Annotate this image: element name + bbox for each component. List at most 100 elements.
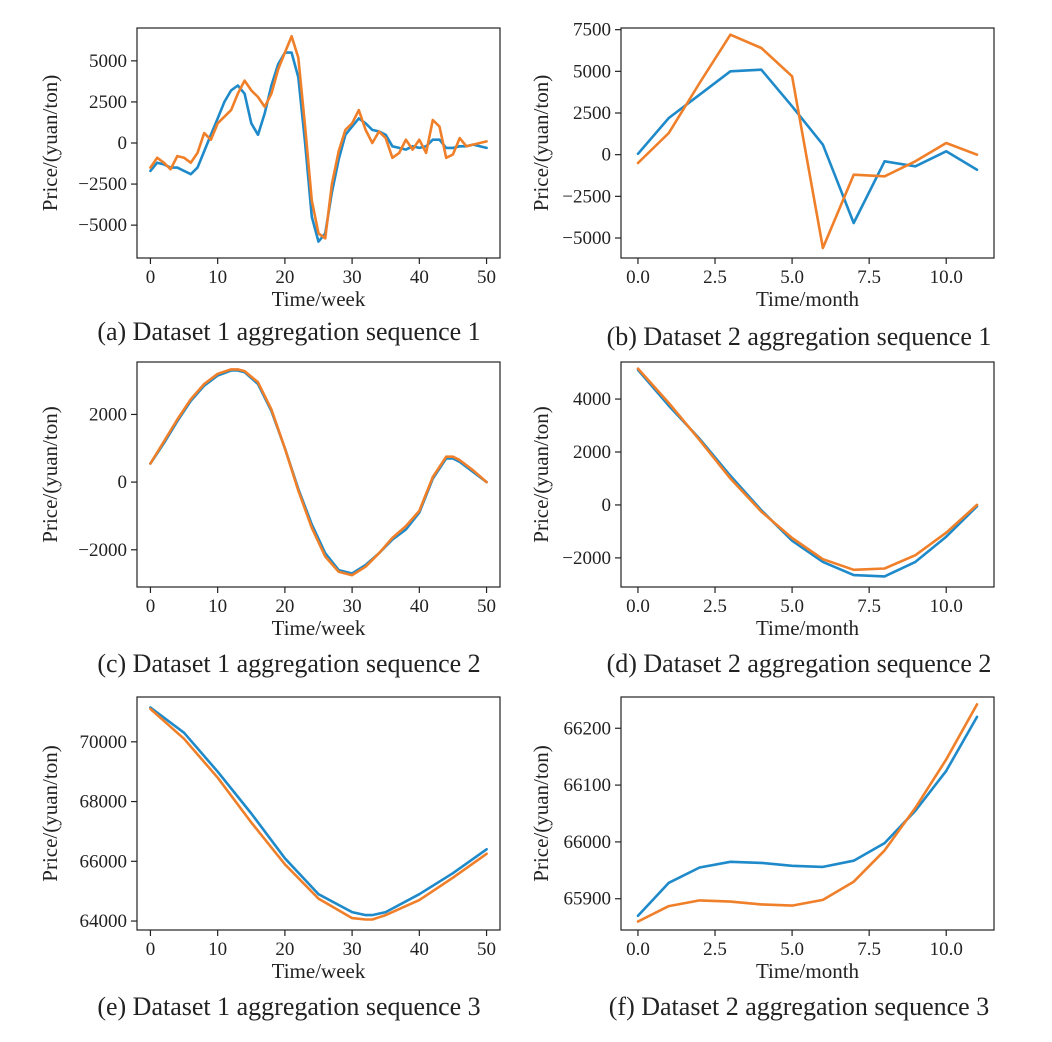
- panel-caption: (b) Dataset 2 aggregation sequence 1: [607, 322, 992, 351]
- x-tick-label: 0.0: [626, 596, 650, 617]
- y-tick-label: 66000: [80, 851, 128, 872]
- y-tick-label: −2500: [78, 174, 127, 195]
- y-tick-label: 2000: [573, 442, 611, 463]
- y-tick-label: 5000: [573, 61, 611, 82]
- series-line-blue: [636, 715, 979, 918]
- x-tick-label: 2.5: [703, 596, 727, 617]
- x-axis-label: Time/week: [272, 959, 366, 983]
- x-tick-label: 7.5: [857, 596, 881, 617]
- x-tick-label: 30: [343, 267, 362, 288]
- x-tick-label: 40: [410, 939, 429, 960]
- y-tick-label: −5000: [562, 228, 611, 249]
- x-tick-label: 0: [146, 596, 156, 617]
- plot-frame: [136, 696, 501, 931]
- x-axis-label: Time/month: [756, 959, 860, 983]
- series-line-orange: [636, 367, 979, 572]
- x-tick-label: 7.5: [857, 267, 881, 288]
- chart-panel-c: 0 10 20 30 40 50 −2000 0 2000 Time/week Price/(yua…: [38, 361, 501, 678]
- x-tick-label: 0.0: [626, 267, 650, 288]
- x-tick-label: 10: [208, 596, 227, 617]
- series-line-orange: [149, 34, 488, 240]
- y-tick-label: 70000: [80, 732, 128, 753]
- y-tick-label: −2000: [78, 540, 127, 561]
- x-tick-label: 0: [146, 939, 156, 960]
- y-tick-label: 4000: [573, 389, 611, 410]
- x-axis-label: Time/week: [272, 287, 366, 311]
- y-axis-label: Price/(yuan/ton): [38, 745, 62, 881]
- y-tick-label: −5000: [78, 215, 127, 236]
- x-tick-label: 50: [477, 267, 496, 288]
- series-line-blue: [149, 706, 488, 917]
- chart-panel-a: 0 10 20 30 40 50 −5000 −2500 0 2500 5000 Time/week P…: [38, 27, 501, 346]
- panel-caption: (f) Dataset 2 aggregation sequence 3: [609, 992, 989, 1021]
- x-tick-label: 10: [208, 939, 227, 960]
- x-tick-label: 40: [410, 596, 429, 617]
- y-tick-label: 0: [602, 145, 612, 166]
- y-tick-label: 2000: [89, 404, 127, 425]
- y-tick-label: −2000: [562, 548, 611, 569]
- panel-caption: (e) Dataset 1 aggregation sequence 3: [97, 992, 480, 1021]
- x-tick-label: 20: [275, 939, 294, 960]
- x-tick-label: 5.0: [780, 267, 804, 288]
- y-tick-label: 0: [602, 495, 612, 516]
- plot-frame: [136, 27, 501, 259]
- chart-panel-b: 0.0 2.5 5.0 7.5 10.0 −5000 −2500 0 2500 5000 7500 T…: [529, 20, 995, 351]
- panel-caption: (a) Dataset 1 aggregation sequence 1: [97, 317, 480, 346]
- y-tick-label: 65900: [564, 889, 612, 910]
- x-axis-label: Time/week: [272, 616, 366, 640]
- x-tick-label: 20: [275, 267, 294, 288]
- x-tick-label: 2.5: [703, 267, 727, 288]
- y-tick-label: 2500: [89, 92, 127, 113]
- y-tick-label: 7500: [573, 20, 611, 41]
- series-line-orange: [149, 368, 488, 577]
- x-tick-label: 30: [343, 596, 362, 617]
- x-tick-label: 10.0: [930, 267, 963, 288]
- series-line-blue: [636, 68, 979, 225]
- series-line-orange: [149, 707, 488, 921]
- panel-caption: (d) Dataset 2 aggregation sequence 2: [607, 649, 992, 678]
- series-line-blue: [149, 51, 488, 243]
- y-tick-label: 66000: [564, 832, 612, 853]
- x-tick-label: 40: [410, 267, 429, 288]
- x-tick-label: 50: [477, 596, 496, 617]
- x-tick-label: 10.0: [930, 939, 963, 960]
- y-axis-label: Price/(yuan/ton): [529, 745, 553, 881]
- x-tick-label: 50: [477, 939, 496, 960]
- y-axis-label: Price/(yuan/ton): [38, 75, 62, 211]
- x-tick-label: 10.0: [930, 596, 963, 617]
- x-tick-label: 30: [343, 939, 362, 960]
- series-line-orange: [636, 703, 979, 923]
- plot-frame: [620, 696, 995, 931]
- plot-frame: [620, 27, 995, 259]
- chart-panel-f: 0.0 2.5 5.0 7.5 10.0 65900 66000 66100 66200 Time…: [529, 696, 995, 1021]
- y-tick-label: 64000: [80, 911, 128, 932]
- plot-frame: [620, 361, 995, 588]
- y-axis-label: Price/(yuan/ton): [529, 75, 553, 211]
- x-axis-label: Time/month: [756, 287, 860, 311]
- y-tick-label: 0: [118, 472, 128, 493]
- x-tick-label: 5.0: [780, 939, 804, 960]
- y-axis-label: Price/(yuan/ton): [529, 406, 553, 542]
- y-tick-label: 5000: [89, 51, 127, 72]
- x-tick-label: 20: [275, 596, 294, 617]
- y-tick-label: −2500: [562, 186, 611, 207]
- x-tick-label: 7.5: [857, 939, 881, 960]
- panel-caption: (c) Dataset 1 aggregation sequence 2: [97, 649, 480, 678]
- x-tick-label: 0: [146, 267, 156, 288]
- x-tick-label: 2.5: [703, 939, 727, 960]
- x-axis-label: Time/month: [756, 616, 860, 640]
- y-axis-label: Price/(yuan/ton): [38, 406, 62, 542]
- y-tick-label: 68000: [80, 792, 128, 813]
- y-tick-label: 66100: [564, 775, 612, 796]
- chart-panel-d: 0.0 2.5 5.0 7.5 10.0 −2000 0 2000 4000 Time/month…: [529, 361, 995, 678]
- y-tick-label: 2500: [573, 103, 611, 124]
- y-tick-label: 0: [118, 133, 128, 154]
- chart-panel-e: 0 10 20 30 40 50 64000 66000 68000 70000 Time/week…: [38, 696, 501, 1021]
- series-line-orange: [636, 33, 979, 250]
- y-tick-label: 66200: [564, 718, 612, 739]
- series-line-blue: [636, 368, 979, 578]
- x-tick-label: 0.0: [626, 939, 650, 960]
- x-tick-label: 5.0: [780, 596, 804, 617]
- x-tick-label: 10: [208, 267, 227, 288]
